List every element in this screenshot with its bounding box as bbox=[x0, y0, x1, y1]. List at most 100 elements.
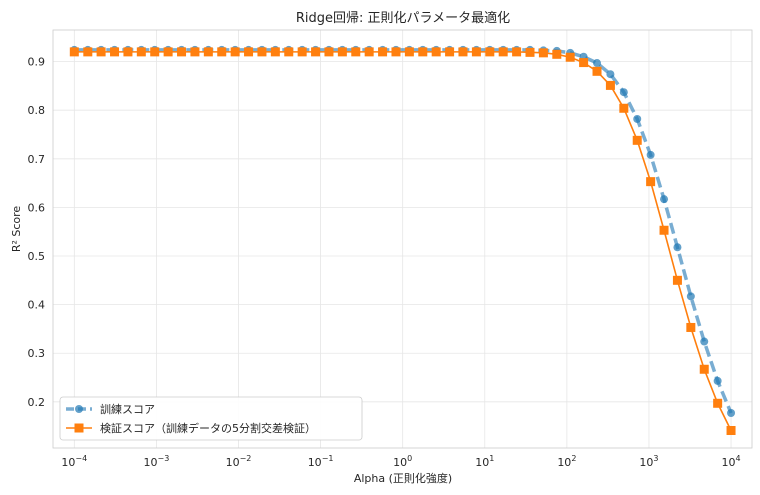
data-point bbox=[83, 47, 93, 57]
plot-frame bbox=[52, 29, 753, 449]
data-point bbox=[538, 48, 548, 58]
data-point bbox=[552, 49, 562, 59]
data-point bbox=[619, 103, 629, 113]
data-point bbox=[686, 292, 695, 301]
data-point bbox=[391, 47, 401, 57]
x-tick-base: 10 bbox=[226, 456, 240, 469]
legend-swatch-marker bbox=[74, 423, 84, 433]
x-tick-base: 10 bbox=[639, 456, 653, 469]
data-point bbox=[270, 47, 280, 57]
data-point bbox=[659, 225, 669, 235]
x-tick-exponent: 2 bbox=[571, 454, 576, 463]
legend-item-train[interactable]: 訓練スコア bbox=[66, 402, 155, 416]
data-point bbox=[110, 47, 120, 57]
x-tick-exponent: −2 bbox=[240, 454, 252, 463]
x-tick-label: 100 bbox=[393, 454, 412, 469]
data-point bbox=[672, 275, 682, 285]
data-point bbox=[203, 47, 213, 57]
legend-label: 検証スコア（訓練データの5分割交差検証） bbox=[100, 421, 316, 435]
x-tick-base: 10 bbox=[475, 456, 489, 469]
data-point bbox=[579, 58, 589, 68]
x-tick-exponent: 0 bbox=[407, 454, 412, 463]
data-point bbox=[324, 47, 334, 57]
data-point bbox=[605, 80, 615, 90]
x-tick-exponent: 4 bbox=[735, 454, 740, 463]
x-tick-label: 10−4 bbox=[61, 454, 87, 469]
data-point bbox=[726, 426, 736, 436]
x-tick-label: 102 bbox=[557, 454, 576, 469]
data-point bbox=[646, 177, 656, 187]
data-point bbox=[230, 47, 240, 57]
y-tick-label: 0.3 bbox=[28, 347, 46, 360]
data-point bbox=[445, 47, 455, 57]
x-tick-exponent: −4 bbox=[75, 454, 87, 463]
series-layer bbox=[69, 45, 736, 436]
data-point bbox=[217, 47, 227, 57]
y-tick-label: 0.2 bbox=[28, 396, 46, 409]
y-tick-label: 0.9 bbox=[28, 56, 46, 69]
x-tick-base: 10 bbox=[557, 456, 571, 469]
data-point bbox=[646, 150, 655, 159]
grid bbox=[53, 30, 752, 448]
data-point bbox=[713, 376, 722, 385]
data-point bbox=[673, 243, 682, 252]
data-point bbox=[190, 47, 200, 57]
data-point bbox=[593, 59, 602, 68]
legend-label: 訓練スコア bbox=[100, 402, 155, 416]
data-point bbox=[337, 47, 347, 57]
data-point bbox=[351, 47, 361, 57]
data-point bbox=[364, 47, 374, 57]
legend-item-validation[interactable]: 検証スコア（訓練データの5分割交差検証） bbox=[66, 421, 316, 435]
data-point bbox=[565, 52, 575, 62]
y-tick-label: 0.7 bbox=[28, 153, 46, 166]
y-tick-label: 0.4 bbox=[28, 299, 46, 312]
data-point bbox=[592, 66, 602, 76]
y-tick-label: 0.8 bbox=[28, 104, 46, 117]
x-tick-exponent: 3 bbox=[653, 454, 658, 463]
x-tick-label: 10−2 bbox=[226, 454, 252, 469]
data-point bbox=[632, 135, 642, 145]
series-validation bbox=[69, 47, 736, 436]
data-point bbox=[498, 47, 508, 57]
x-tick-base: 10 bbox=[144, 456, 158, 469]
data-point bbox=[431, 47, 441, 57]
data-point bbox=[512, 47, 522, 57]
x-tick-exponent: 1 bbox=[489, 454, 494, 463]
data-point bbox=[257, 47, 267, 57]
x-tick-base: 10 bbox=[61, 456, 75, 469]
data-point bbox=[713, 398, 723, 408]
x-tick-exponent: −3 bbox=[158, 454, 170, 463]
data-point bbox=[69, 47, 79, 57]
data-point bbox=[297, 47, 307, 57]
x-tick-label: 10−3 bbox=[144, 454, 170, 469]
data-point bbox=[404, 47, 414, 57]
data-point bbox=[123, 47, 133, 57]
x-tick-base: 10 bbox=[393, 456, 407, 469]
x-tick-label: 104 bbox=[721, 454, 740, 469]
data-point bbox=[619, 88, 628, 97]
data-point bbox=[727, 409, 736, 418]
data-point bbox=[633, 114, 642, 123]
legend-swatch-marker bbox=[75, 405, 83, 413]
x-tick-label: 10−1 bbox=[308, 454, 334, 469]
legend-box bbox=[59, 396, 363, 441]
y-axis-label: R² Score bbox=[10, 206, 23, 253]
data-point bbox=[136, 47, 146, 57]
data-point bbox=[244, 47, 254, 57]
data-point bbox=[96, 47, 106, 57]
data-point bbox=[284, 47, 294, 57]
data-point bbox=[700, 337, 709, 346]
data-point bbox=[660, 195, 669, 204]
y-tick-label: 0.5 bbox=[28, 250, 46, 263]
y-axis-ticks: 0.2 0.3 0.4 0.5 0.6 0.7 0.8 0.9 bbox=[28, 56, 46, 409]
data-point bbox=[378, 47, 388, 57]
data-point bbox=[177, 47, 187, 57]
data-point bbox=[150, 47, 160, 57]
x-tick-base: 10 bbox=[721, 456, 735, 469]
data-point bbox=[525, 47, 535, 57]
y-tick-label: 0.6 bbox=[28, 201, 46, 214]
data-point bbox=[163, 47, 173, 57]
data-point bbox=[311, 47, 321, 57]
